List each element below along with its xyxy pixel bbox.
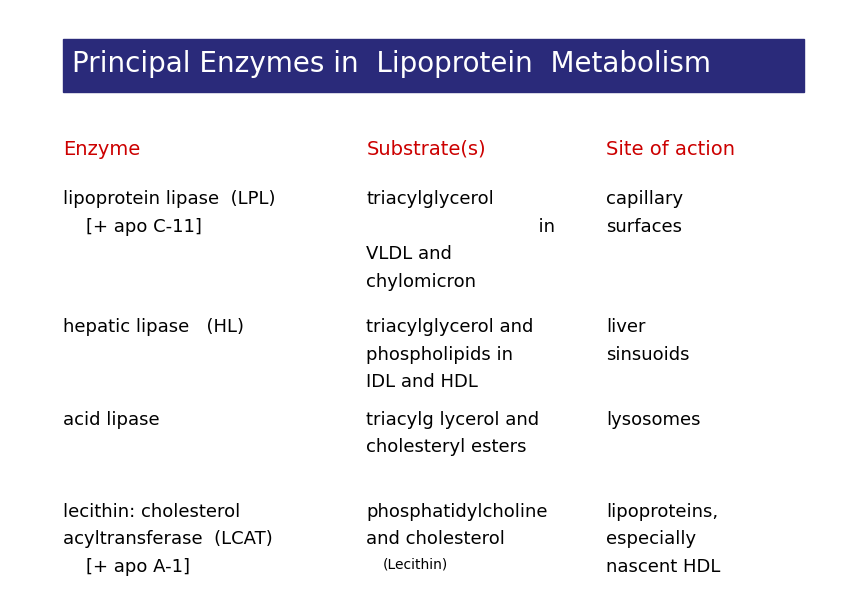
- Text: VLDL and: VLDL and: [366, 245, 452, 263]
- Text: Enzyme: Enzyme: [63, 140, 141, 159]
- Text: acyltransferase  (LCAT): acyltransferase (LCAT): [63, 530, 273, 548]
- Text: phosphatidylcholine: phosphatidylcholine: [366, 503, 548, 521]
- Text: surfaces: surfaces: [606, 218, 682, 236]
- Text: phospholipids in: phospholipids in: [366, 346, 514, 364]
- Text: lipoproteins,: lipoproteins,: [606, 503, 718, 521]
- Text: hepatic lipase   (HL): hepatic lipase (HL): [63, 318, 244, 336]
- Text: IDL and HDL: IDL and HDL: [366, 373, 478, 391]
- Text: triacylg lycerol and: triacylg lycerol and: [366, 411, 540, 428]
- Text: lysosomes: lysosomes: [606, 411, 701, 428]
- Text: acid lipase: acid lipase: [63, 411, 160, 428]
- Text: triacylglycerol and: triacylglycerol and: [366, 318, 534, 336]
- Text: triacylglycerol: triacylglycerol: [366, 190, 494, 208]
- Text: in: in: [366, 218, 555, 236]
- Text: especially: especially: [606, 530, 696, 548]
- Text: sinsuoids: sinsuoids: [606, 346, 690, 364]
- Text: liver: liver: [606, 318, 646, 336]
- Text: lipoprotein lipase  (LPL): lipoprotein lipase (LPL): [63, 190, 275, 208]
- Text: (Lecithin): (Lecithin): [383, 558, 448, 572]
- Text: and cholesterol: and cholesterol: [366, 530, 505, 548]
- Text: Principal Enzymes in  Lipoprotein  Metabolism: Principal Enzymes in Lipoprotein Metabol…: [72, 49, 711, 78]
- Text: chylomicron: chylomicron: [366, 273, 477, 290]
- Text: Site of action: Site of action: [606, 140, 735, 159]
- Text: nascent HDL: nascent HDL: [606, 558, 721, 575]
- Text: lecithin: cholesterol: lecithin: cholesterol: [63, 503, 241, 521]
- Text: Substrate(s): Substrate(s): [366, 140, 486, 159]
- Text: [+ apo C-11]: [+ apo C-11]: [63, 218, 202, 236]
- Text: [+ apo A-1]: [+ apo A-1]: [63, 558, 190, 575]
- Text: cholesteryl esters: cholesteryl esters: [366, 438, 527, 456]
- Text: capillary: capillary: [606, 190, 684, 208]
